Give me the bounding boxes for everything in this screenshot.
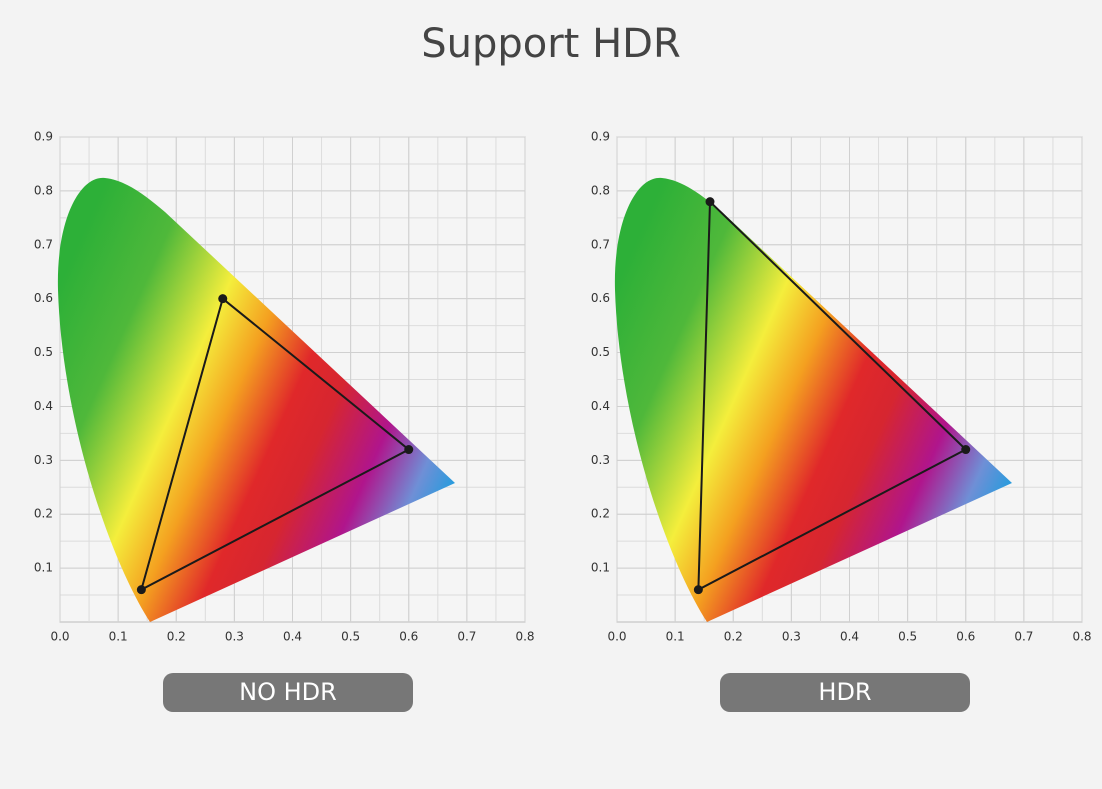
x-tick-label: 0.7 <box>1014 630 1033 644</box>
x-tick-label: 0.1 <box>666 630 685 644</box>
y-tick-label: 0.5 <box>591 345 610 359</box>
y-tick-label: 0.8 <box>34 183 53 197</box>
x-tick-label: 0.8 <box>515 630 534 644</box>
chart-label: NO HDR <box>239 678 337 706</box>
gamut-triangle <box>697 199 968 592</box>
page-title: Support HDR <box>421 21 681 67</box>
vertex-point <box>961 445 971 455</box>
x-tick-label: 0.2 <box>724 630 743 644</box>
x-tick-label: 0.6 <box>956 630 975 644</box>
x-tick-label: 0.1 <box>109 630 128 644</box>
y-tick-label: 0.8 <box>591 183 610 197</box>
y-tick-label: 0.4 <box>591 399 610 413</box>
chart-label: HDR <box>818 678 871 706</box>
y-tick-label: 0.7 <box>591 237 610 251</box>
y-tick-label: 0.9 <box>34 130 53 144</box>
y-tick-label: 0.6 <box>34 291 53 305</box>
y-tick-label: 0.3 <box>34 453 53 467</box>
x-tick-label: 0.4 <box>283 630 302 644</box>
x-tick-label: 0.4 <box>840 630 859 644</box>
y-tick-label: 0.2 <box>34 507 53 521</box>
x-tick-label: 0.7 <box>457 630 476 644</box>
vertex-point <box>218 294 228 304</box>
vertex-point <box>136 585 146 595</box>
y-tick-label: 0.4 <box>34 399 53 413</box>
y-tick-label: 0.3 <box>591 453 610 467</box>
y-tick-label: 0.9 <box>591 130 610 144</box>
x-tick-label: 0.0 <box>50 630 69 644</box>
vertex-point <box>404 445 414 455</box>
y-tick-label: 0.5 <box>34 345 53 359</box>
vertex-point <box>693 585 703 595</box>
x-tick-label: 0.6 <box>399 630 418 644</box>
y-tick-label: 0.2 <box>591 507 610 521</box>
y-tick-label: 0.6 <box>591 291 610 305</box>
gamut-shape <box>614 177 1012 622</box>
x-tick-label: 0.8 <box>1072 630 1091 644</box>
x-tick-label: 0.3 <box>225 630 244 644</box>
y-tick-label: 0.1 <box>34 561 53 575</box>
vertex-point <box>705 197 715 207</box>
x-tick-label: 0.5 <box>341 630 360 644</box>
gamut-triangle <box>139 296 411 592</box>
x-tick-label: 0.5 <box>898 630 917 644</box>
x-tick-label: 0.2 <box>167 630 186 644</box>
y-tick-label: 0.1 <box>591 561 610 575</box>
label-button <box>720 673 970 712</box>
x-tick-label: 0.0 <box>607 630 626 644</box>
gamut-shape <box>57 177 456 622</box>
label-button <box>163 673 413 712</box>
x-tick-label: 0.3 <box>782 630 801 644</box>
y-tick-label: 0.7 <box>34 237 53 251</box>
